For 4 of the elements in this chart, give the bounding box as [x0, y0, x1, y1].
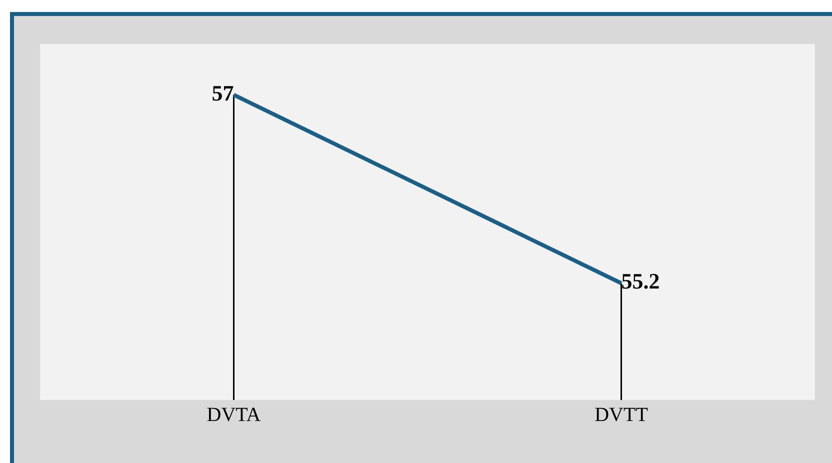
x-tick-label: DVTA [206, 404, 262, 426]
data-label: 57 [212, 80, 234, 106]
x-tick-label: DVTT [594, 404, 648, 426]
data-label: 55.2 [621, 268, 660, 294]
